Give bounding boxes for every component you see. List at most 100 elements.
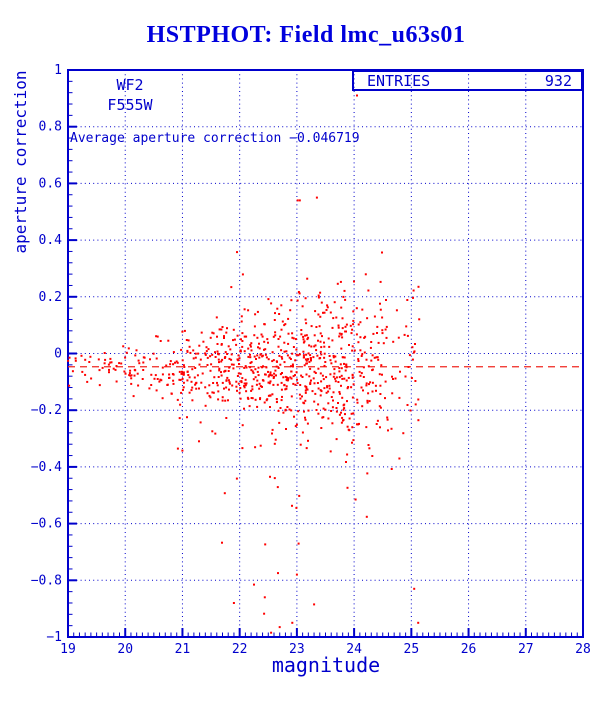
scatter-point	[369, 346, 372, 349]
scatter-point	[280, 388, 283, 391]
scatter-point	[269, 394, 272, 397]
scatter-point	[352, 383, 355, 386]
scatter-point	[359, 349, 362, 352]
scatter-point	[235, 380, 238, 383]
scatter-point	[278, 354, 281, 357]
scatter-point	[371, 381, 374, 384]
scatter-point	[370, 359, 373, 362]
scatter-point	[338, 392, 341, 395]
scatter-point	[249, 362, 252, 364]
scatter-point	[250, 369, 253, 372]
scatter-point	[89, 355, 92, 358]
scatter-point	[390, 468, 393, 470]
scatter-point	[379, 426, 381, 429]
scatter-point	[297, 410, 300, 413]
scatter-point	[292, 365, 294, 368]
scatter-point	[302, 356, 305, 359]
scatter-point	[290, 395, 293, 398]
scatter-point	[355, 333, 358, 336]
scatter-point	[366, 401, 369, 404]
scatter-point	[303, 410, 305, 413]
scatter-point	[333, 368, 336, 371]
scatter-point	[274, 369, 277, 372]
scatter-point	[386, 418, 389, 421]
scatter-point	[188, 391, 191, 394]
scatter-point	[161, 373, 164, 376]
scatter-point	[340, 374, 343, 377]
scatter-point	[402, 432, 405, 435]
scatter-point	[298, 494, 301, 497]
scatter-point	[237, 372, 240, 375]
scatter-point	[240, 320, 243, 323]
scatter-point	[153, 377, 156, 380]
scatter-point	[291, 332, 294, 335]
scatter-point	[304, 391, 307, 394]
scatter-point	[417, 398, 420, 401]
scatter-point	[295, 573, 298, 576]
scatter-point	[269, 475, 271, 478]
scatter-point	[251, 388, 254, 391]
scatter-point	[283, 341, 286, 344]
scatter-point	[305, 322, 308, 325]
scatter-point	[305, 353, 308, 356]
scatter-point	[180, 348, 183, 351]
scatter-point	[241, 377, 244, 380]
scatter-point	[406, 299, 409, 301]
scatter-point	[169, 363, 172, 366]
scatter-point	[221, 326, 224, 328]
scatter-point	[341, 416, 344, 419]
scatter-point	[281, 395, 283, 398]
scatter-point	[228, 388, 230, 391]
scatter-point	[382, 342, 385, 345]
scatter-point	[294, 425, 297, 428]
scatter-point	[299, 443, 302, 446]
scatter-point	[189, 351, 192, 354]
scatter-point	[258, 387, 261, 390]
scatter-point	[251, 370, 254, 373]
scatter-point	[366, 317, 369, 320]
scatter-point	[251, 397, 254, 400]
scatter-point	[104, 358, 107, 361]
scatter-point	[341, 356, 344, 359]
scatter-point	[317, 313, 320, 316]
scatter-point	[292, 337, 295, 340]
scatter-point	[176, 361, 179, 364]
x-tick-label: 19	[60, 642, 76, 657]
scatter-point	[110, 361, 113, 364]
scatter-point	[355, 307, 358, 310]
scatter-point	[307, 439, 309, 442]
scatter-point	[172, 373, 175, 376]
scatter-point	[250, 349, 253, 352]
scatter-point	[243, 385, 246, 387]
scatter-point	[329, 311, 332, 314]
scatter-point	[108, 368, 110, 371]
scatter-point	[337, 381, 340, 383]
scatter-point	[230, 353, 233, 356]
scatter-point	[204, 404, 207, 407]
scatter-point	[133, 374, 136, 377]
scatter-point	[129, 369, 132, 372]
scatter-point	[237, 354, 240, 357]
scatter-point	[365, 426, 368, 429]
scatter-point	[172, 351, 175, 354]
scatter-point	[319, 291, 322, 294]
scatter-point	[286, 354, 289, 357]
scatter-point	[127, 347, 130, 350]
scatter-point	[115, 380, 118, 383]
scatter-point	[379, 393, 382, 395]
scatter-point	[262, 365, 264, 368]
scatter-point	[376, 356, 379, 359]
scatter-point	[130, 382, 133, 385]
scatter-point	[168, 376, 171, 379]
scatter-point	[218, 361, 220, 364]
scatter-point	[258, 342, 260, 345]
scatter-point	[172, 363, 175, 366]
scatter-point	[224, 351, 227, 354]
scatter-point	[297, 291, 300, 293]
scatter-point	[272, 335, 275, 338]
scatter-point	[309, 381, 312, 384]
scatter-point	[356, 94, 358, 97]
scatter-point	[256, 405, 259, 408]
scatter-point	[218, 328, 221, 331]
